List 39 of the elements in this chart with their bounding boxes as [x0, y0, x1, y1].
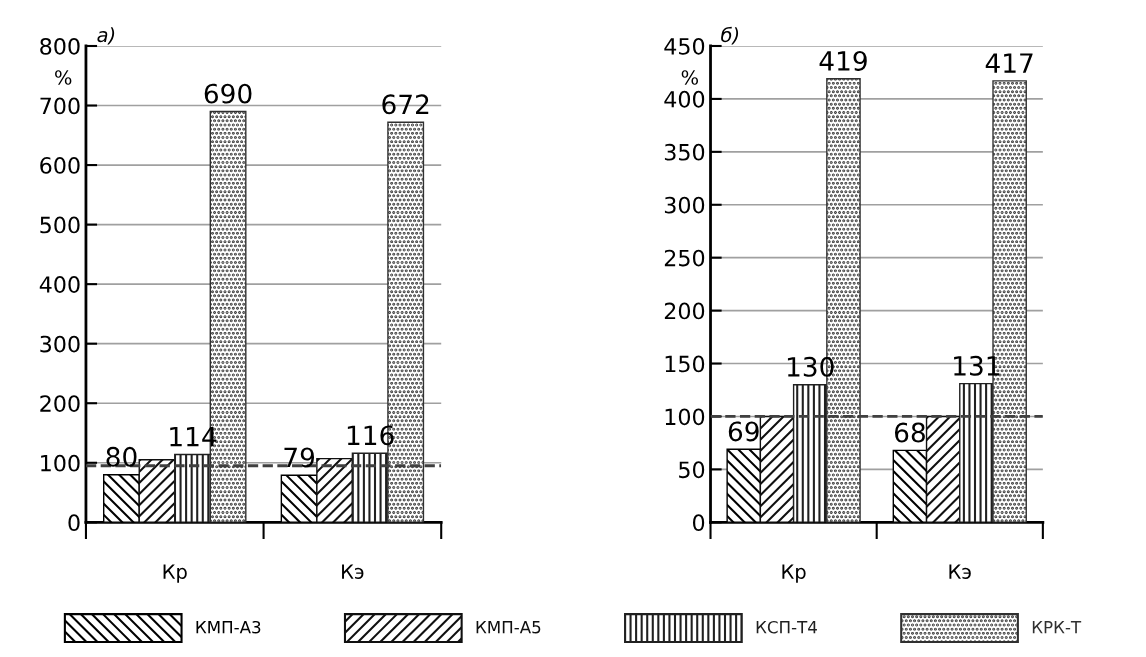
data-label: 79: [284, 447, 315, 468]
y-tick-label: 200: [40, 395, 80, 412]
y-tick-label: 100: [41, 454, 80, 472]
chart-title: а): [97, 27, 115, 45]
data-label: 690: [204, 83, 252, 104]
x-tick-label: Кэ: [342, 564, 364, 580]
data-label: 69: [728, 421, 759, 442]
y-tick-label: 500: [40, 216, 80, 234]
chart-title: б): [721, 26, 739, 45]
y-tick-label: 450: [664, 37, 705, 55]
data-label: 68: [894, 422, 925, 443]
data-label: 672: [382, 94, 429, 115]
y-tick-label: 300: [664, 196, 705, 214]
text: КМП-А3: [196, 620, 261, 634]
data-label: 417: [985, 53, 1033, 73]
y-tick-label: 700: [40, 97, 80, 115]
y-tick-label: 50: [679, 461, 705, 479]
y-tick-label: 400: [664, 90, 705, 108]
y-tick-label: 250: [664, 249, 705, 267]
y-tick-label: 300: [40, 335, 80, 353]
y-axis-title: %: [55, 70, 72, 85]
y-tick-label: 600: [40, 157, 80, 174]
y-tick-label: 350: [664, 143, 705, 161]
x-tick-label: Кр: [163, 564, 187, 583]
text: КСП-Т4: [756, 620, 817, 634]
x-tick-label: Кэ: [949, 564, 971, 580]
x-tick-label: Кр: [782, 564, 806, 583]
y-axis-title: %: [681, 70, 699, 85]
y-tick-label: 150: [665, 355, 705, 373]
y-tick-label: 800: [40, 37, 80, 55]
data-label: 419: [819, 50, 867, 71]
y-tick-label: 400: [39, 276, 80, 293]
text: КРК-Т: [1032, 621, 1082, 634]
y-tick-label: 0: [68, 514, 80, 532]
y-tick-label: 100: [665, 408, 705, 426]
y-tick-label: 0: [692, 514, 705, 532]
text: КМП-А5: [476, 621, 541, 634]
y-tick-label: 200: [664, 302, 705, 320]
data-label: 80: [106, 446, 137, 467]
